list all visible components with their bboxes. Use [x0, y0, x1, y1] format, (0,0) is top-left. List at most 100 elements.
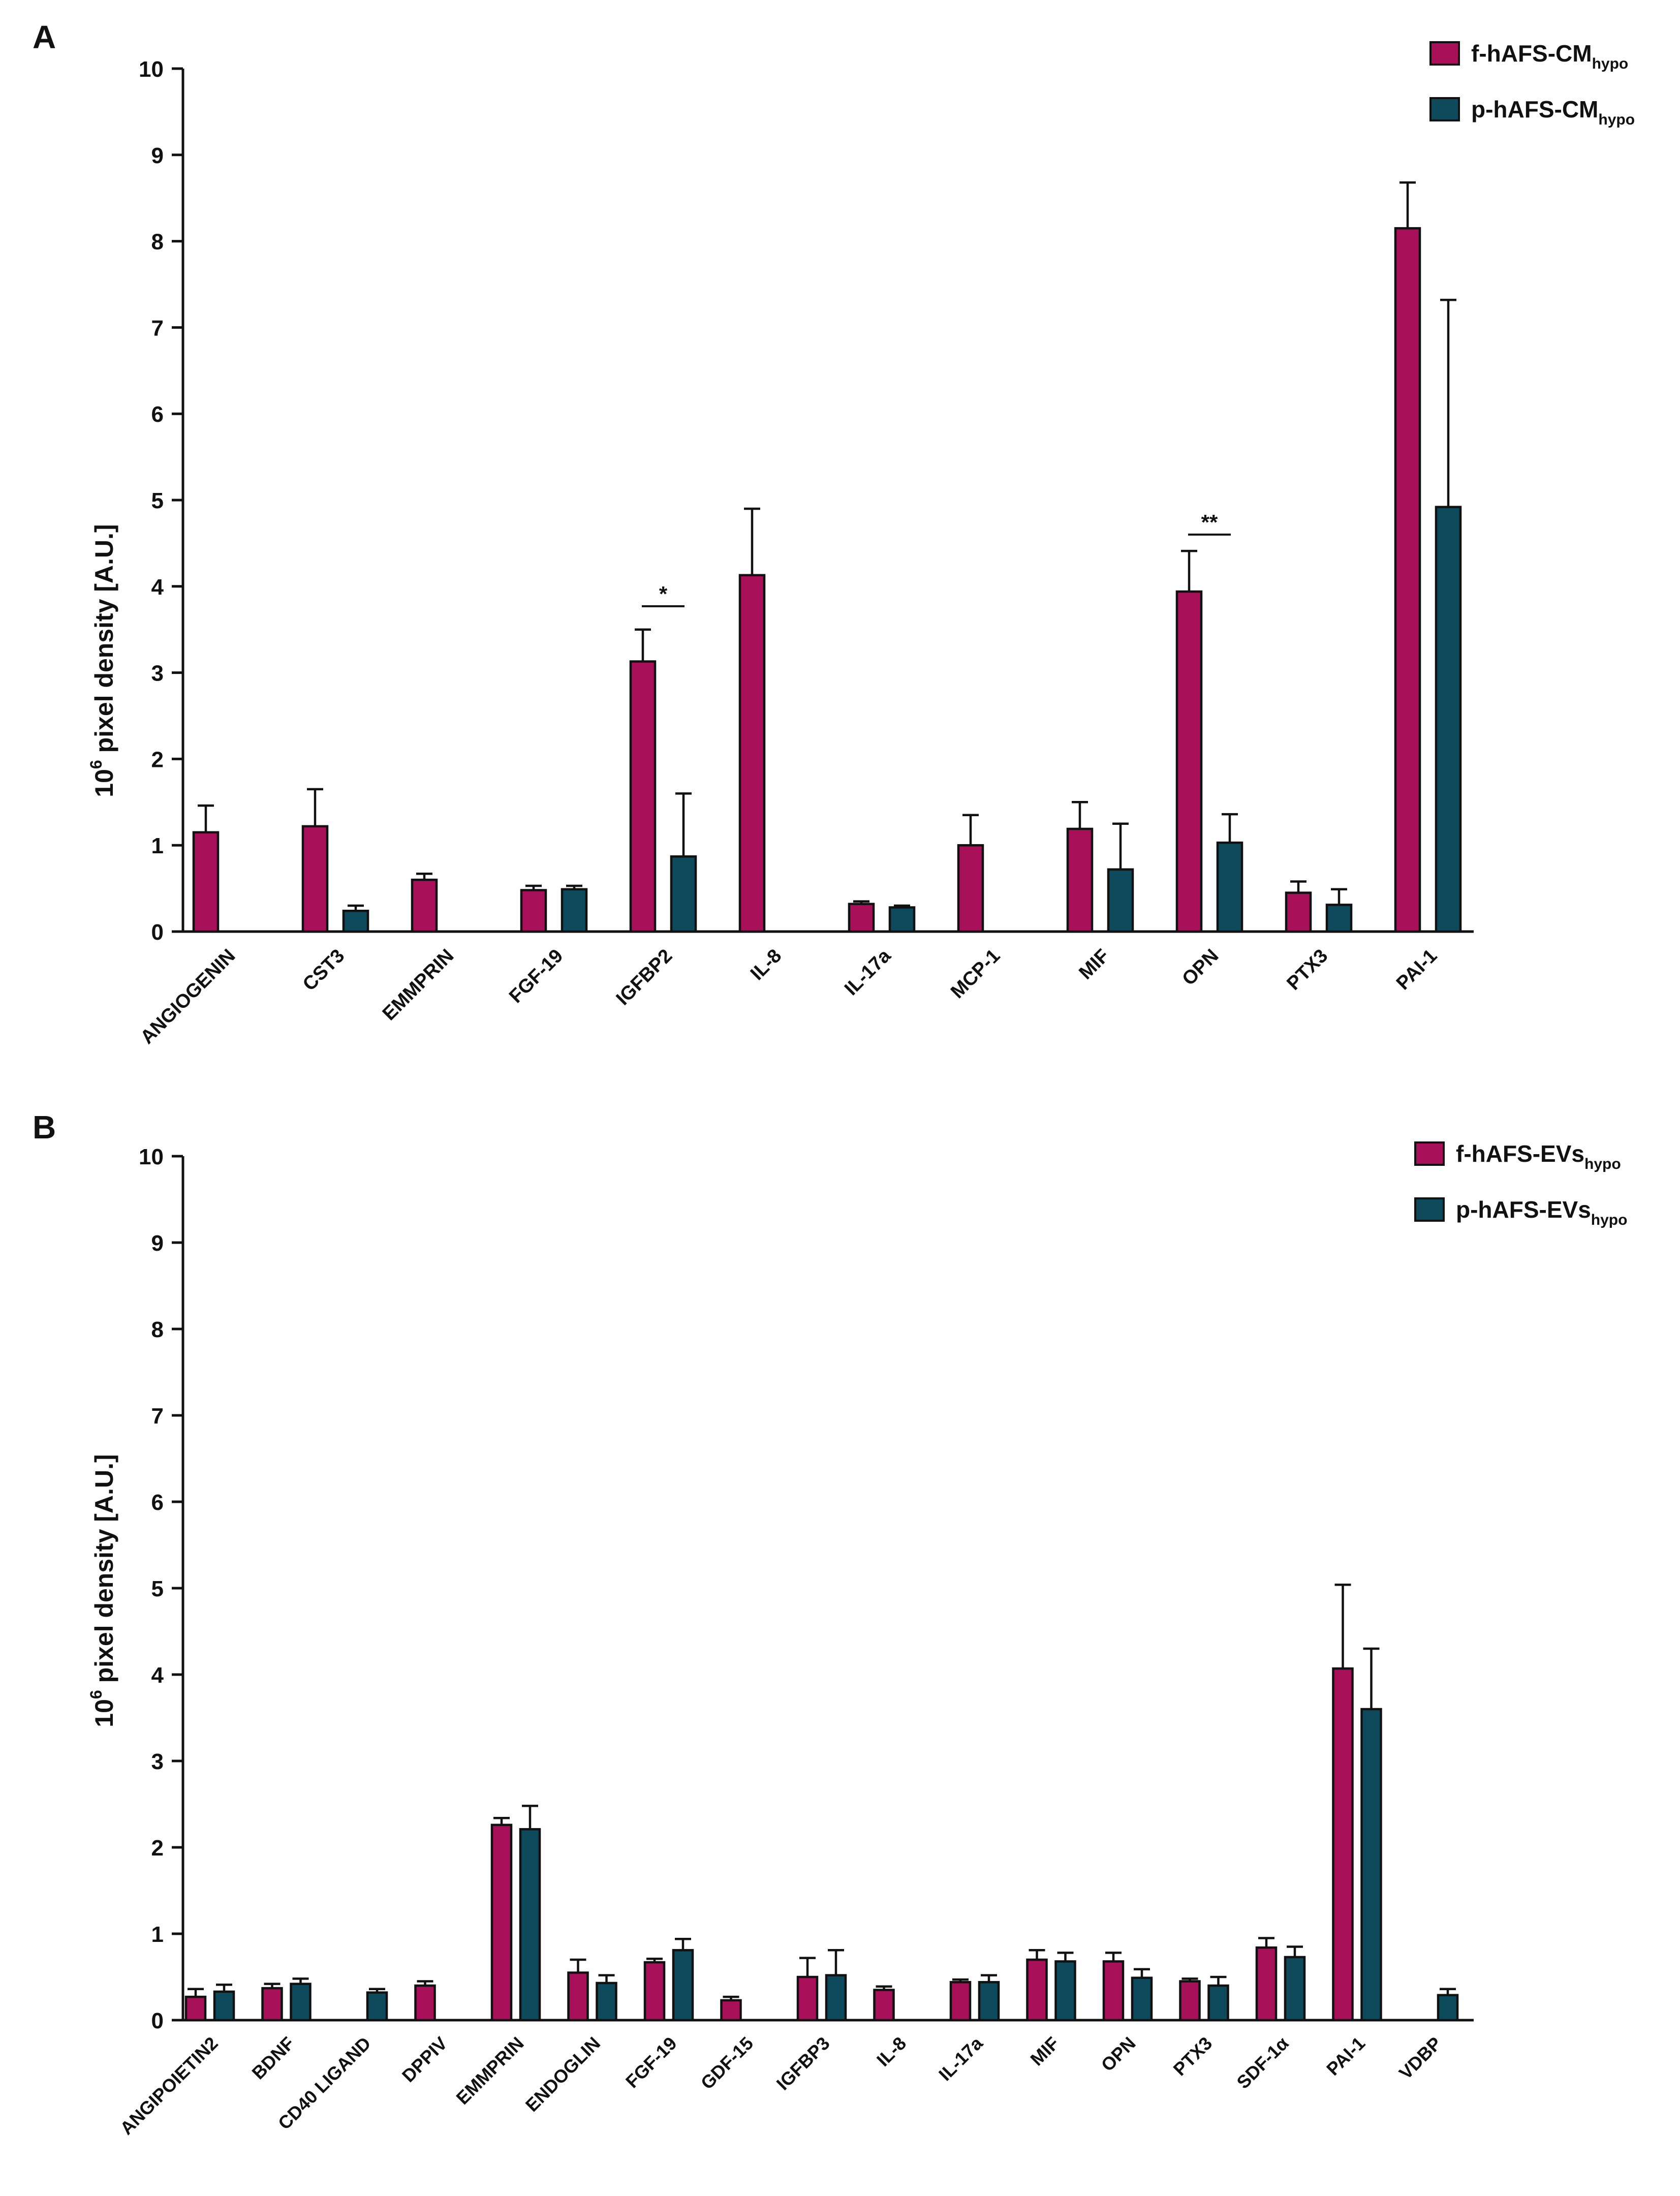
- panel-a-significance-label: *: [659, 582, 668, 606]
- panel-b-bar-f-9: [796, 1975, 819, 2022]
- panel-b-bar-p-16: [1360, 1708, 1382, 2022]
- panel-b-x-tick-label: PAI-1: [1322, 2033, 1369, 2080]
- panel-a-y-tick-label: 5: [151, 488, 164, 513]
- panel-b-x-tick-label: MIF: [1026, 2033, 1063, 2070]
- panel-b-bar-f-12: [1026, 1958, 1048, 2022]
- panel-b-legend-label-p: p-hAFS-EVshypo: [1456, 1196, 1627, 1228]
- panel-a-bar-f-6: [738, 574, 766, 933]
- panel-b-bar-p-7: [672, 1949, 694, 2022]
- panel-a-x-tick-label: PTX3: [1283, 945, 1332, 995]
- panel-b-bar-f-1: [184, 1995, 207, 2022]
- panel-b-label: B: [33, 1109, 56, 1146]
- panel-b-y-tick-label: 6: [151, 1490, 164, 1515]
- panel-a-y-axis-label: 106 pixel density [A.U.]: [87, 524, 118, 797]
- panel-a-y-tick-label: 4: [151, 575, 164, 600]
- panel-a-bar-f-3: [411, 878, 438, 933]
- panel-b-x-tick-label: IL-17a: [935, 2032, 987, 2085]
- panel-b-y-tick-label: 10: [139, 1145, 164, 1169]
- panel-a-bar-p-4: [561, 888, 588, 933]
- panel-b-bar-p-3: [366, 1991, 388, 2022]
- panel-a-y-tick-label: 0: [151, 920, 164, 945]
- panel-a-bar-p-12: [1435, 506, 1462, 933]
- panel-b-bar-p-1: [213, 1990, 235, 2022]
- panel-a-x-tick-label: IL-17a: [841, 945, 895, 1000]
- panel-a-label: A: [33, 19, 56, 55]
- panel-b-y-tick-label: 9: [151, 1231, 164, 1256]
- panel-b-x-tick-label: FGF-19: [621, 2033, 681, 2092]
- panel-b-y-tick-label: 1: [151, 1922, 164, 1947]
- panel-b-legend-swatch-p: [1414, 1197, 1445, 1222]
- panel-a-y-tick-label: 7: [151, 316, 164, 341]
- panel-b-x-tick-label: IGFBP3: [772, 2033, 834, 2094]
- panel-a-legend-swatch-p: [1429, 97, 1460, 121]
- panel-b-x-tick-label: ENDOGLIN: [521, 2033, 604, 2116]
- panel-b-y-tick-label: 2: [151, 1836, 164, 1861]
- panel-b-bar-p-14: [1207, 1984, 1229, 2022]
- panel-b-y-tick-label: 5: [151, 1576, 164, 1601]
- panel-b-bar-f-13: [1102, 1960, 1125, 2022]
- panel-a-legend-label-f: f-hAFS-CMhypo: [1471, 40, 1628, 72]
- panel-b-bar-p-11: [978, 1981, 1000, 2022]
- panel-a-y-tick-label: 6: [151, 402, 164, 427]
- panel-a-bar-p-9: [1107, 868, 1134, 933]
- panel-b-bar-f-14: [1179, 1980, 1201, 2022]
- panel-a: A 106 pixel density [A.U.] 0 1 2 3 4 5 6 7 8 9 10 A…: [33, 19, 1635, 1048]
- panel-a-x-tick-label: PAI-1: [1392, 945, 1441, 994]
- panel-a-x-tick-label: CST3: [299, 945, 349, 995]
- panel-a-x-tick-label: OPN: [1178, 945, 1223, 990]
- panel-b-y-tick-label: 7: [151, 1404, 164, 1429]
- panel-a-bar-p-7: [888, 906, 916, 933]
- panel-b-bar-p-5: [519, 1828, 541, 2022]
- panel-b-x-tick-label: BDNF: [247, 2033, 298, 2084]
- panel-b-bar-p-17: [1437, 1994, 1459, 2022]
- panel-a-x-tick-label: IGFBP2: [612, 945, 677, 1010]
- panel-b-bar-f-11: [949, 1981, 972, 2022]
- panel-a-bar-f-1: [192, 831, 220, 933]
- panel-b-y-tick-label: 0: [151, 2008, 164, 2033]
- panel-b-y-tick-label: 4: [151, 1663, 164, 1688]
- panel-a-bar-f-2: [301, 825, 329, 933]
- panel-a-bar-f-11: [1285, 891, 1312, 933]
- panel-b-bar-p-13: [1131, 1976, 1153, 2022]
- panel-b-bar-p-2: [290, 1983, 312, 2022]
- panel-b-x-tick-label: EMMPRIN: [452, 2033, 527, 2109]
- panel-a-x-tick-label: FGF-19: [505, 945, 567, 1007]
- panel-b-bar-f-16: [1332, 1667, 1354, 2022]
- panel-a-bar-p-2: [342, 909, 369, 933]
- panel-a-y-tick-label: 9: [151, 143, 164, 168]
- panel-a-bar-f-12: [1394, 227, 1421, 933]
- panel-b-x-tick-label: ANGIPOIETIN2: [116, 2033, 222, 2139]
- panel-a-legend-label-p: p-hAFS-CMhypo: [1471, 96, 1635, 128]
- panel-a-bar-f-5: [629, 660, 657, 933]
- panel-b-y-tick-label: 3: [151, 1749, 164, 1774]
- panel-b-bar-f-2: [261, 1987, 283, 2022]
- panel-b-legend-swatch-f: [1414, 1141, 1445, 1166]
- panel-a-bar-f-8: [957, 844, 984, 933]
- panel-b-bar-p-6: [596, 1982, 617, 2022]
- panel-b-bar-f-4: [414, 1984, 436, 2022]
- panel-b-y-tick-label: 8: [151, 1317, 164, 1342]
- panel-b-bar-f-7: [643, 1961, 666, 2022]
- panel-b-x-tick-label: IL-8: [873, 2033, 910, 2070]
- panel-b-bar-f-15: [1255, 1946, 1278, 2022]
- panel-a-x-tick-label: ANGIOGENIN: [136, 945, 239, 1048]
- panel-b-legend-label-f: f-hAFS-EVshypo: [1456, 1140, 1621, 1172]
- panel-b-x-tick-label: VDBP: [1395, 2033, 1446, 2084]
- panel-b-bar-f-8: [720, 1999, 742, 2022]
- panel-a-x-tick-label: MIF: [1075, 945, 1113, 984]
- panel-a-bar-p-5: [670, 855, 697, 933]
- panel-a-y-tick-label: 8: [151, 230, 164, 255]
- panel-b-y-axis-label: 106 pixel density [A.U.]: [87, 1454, 118, 1727]
- panel-b-bar-f-6: [567, 1971, 589, 2022]
- panel-a-bar-p-10: [1216, 841, 1243, 933]
- panel-a-bar-f-4: [520, 889, 547, 933]
- panel-a-x-tick-label: MCP-1: [947, 945, 1004, 1003]
- panel-a-legend-swatch-f: [1429, 41, 1460, 66]
- panel-a-y-tick-label: 10: [139, 57, 164, 82]
- panel-a-y-tick-label: 3: [151, 661, 164, 686]
- panel-b-bar-f-5: [490, 1823, 513, 2022]
- panel-a-bar-f-9: [1066, 827, 1094, 933]
- panel-a-bar-f-7: [848, 903, 875, 933]
- panel-b: B 106 pixel density [A.U.] 0 1 2 3 4 5 6 7 8 9 10 A…: [33, 1109, 1627, 2139]
